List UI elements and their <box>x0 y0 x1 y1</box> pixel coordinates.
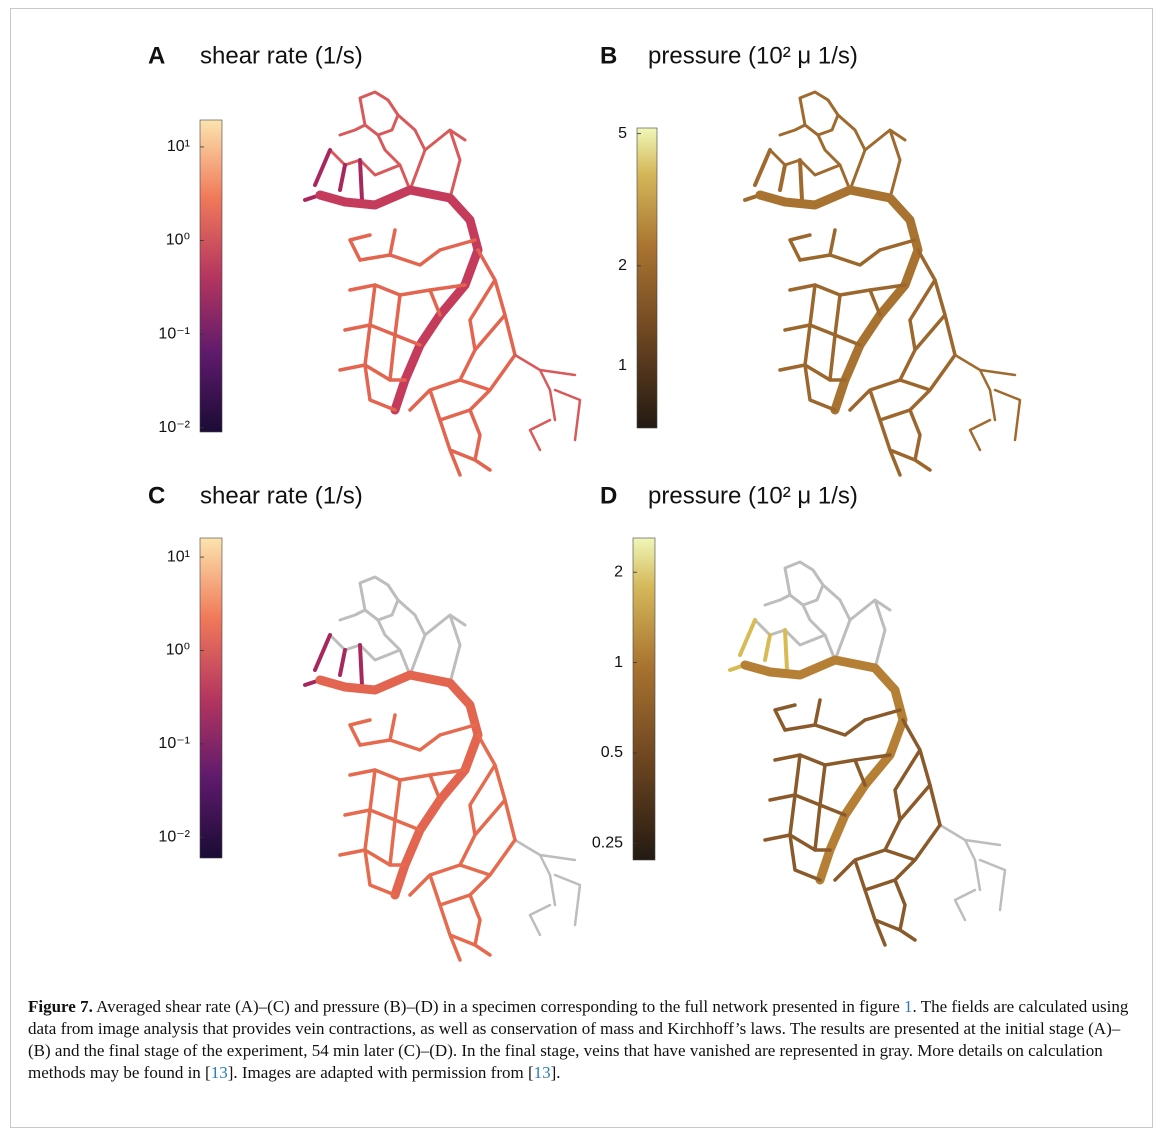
colorbar-tick-label: 10⁰ <box>166 642 190 659</box>
caption-text: ]. <box>550 1063 561 1082</box>
panel-title: pressure (10² μ 1/s) <box>648 482 858 509</box>
colorbar-tick-label: 10⁰ <box>166 232 190 249</box>
caption-text: Averaged shear rate (A)–(C) and pressure… <box>92 997 905 1016</box>
network-a <box>303 90 582 477</box>
caption-text: . The fields are calculated using data f… <box>28 997 1129 1082</box>
caption: Figure 7. Averaged shear rate (A)–(C) an… <box>28 996 1140 1084</box>
network-d <box>728 560 1007 947</box>
colorbar-tick-label: 10⁻¹ <box>158 735 190 752</box>
reference-link[interactable]: 1 <box>904 997 913 1016</box>
colorbar-tick-label: 10⁻¹ <box>158 325 190 342</box>
colorbar <box>199 537 223 859</box>
panel-title: shear rate (1/s) <box>200 42 363 69</box>
colorbar-tick-label: 0.5 <box>601 744 623 761</box>
colorbar <box>199 119 223 433</box>
figure-frame <box>10 8 1153 1128</box>
panel-letter: D <box>600 482 617 509</box>
reference-link[interactable]: 13 <box>533 1063 551 1082</box>
colorbar <box>636 127 658 429</box>
caption-label: Figure 7. <box>28 997 93 1016</box>
colorbar-tick-label: 10⁻² <box>158 419 190 436</box>
colorbar-tick-label: 10¹ <box>167 548 190 565</box>
panel-letter: C <box>148 482 165 509</box>
panel-letter: B <box>600 42 617 69</box>
colorbar-tick-label: 10⁻² <box>158 828 190 845</box>
colorbar-tick-label: 2 <box>614 563 623 580</box>
panel-title: shear rate (1/s) <box>200 482 363 509</box>
network-b <box>743 90 1022 477</box>
colorbar <box>632 537 656 861</box>
colorbar-tick-label: 1 <box>618 357 627 374</box>
colorbar-tick-label: 1 <box>614 654 623 671</box>
colorbar-tick-label: 5 <box>618 125 627 142</box>
panel-letter: A <box>148 42 165 69</box>
caption-text: ]. Images are adapted with permission fr… <box>227 1063 534 1082</box>
network-c <box>303 575 582 962</box>
colorbar-tick-label: 0.25 <box>592 835 623 852</box>
panel-title: pressure (10² μ 1/s) <box>648 42 858 69</box>
reference-link[interactable]: 13 <box>210 1063 228 1082</box>
colorbar-tick-label: 2 <box>618 257 627 274</box>
colorbar-tick-label: 10¹ <box>167 138 190 155</box>
